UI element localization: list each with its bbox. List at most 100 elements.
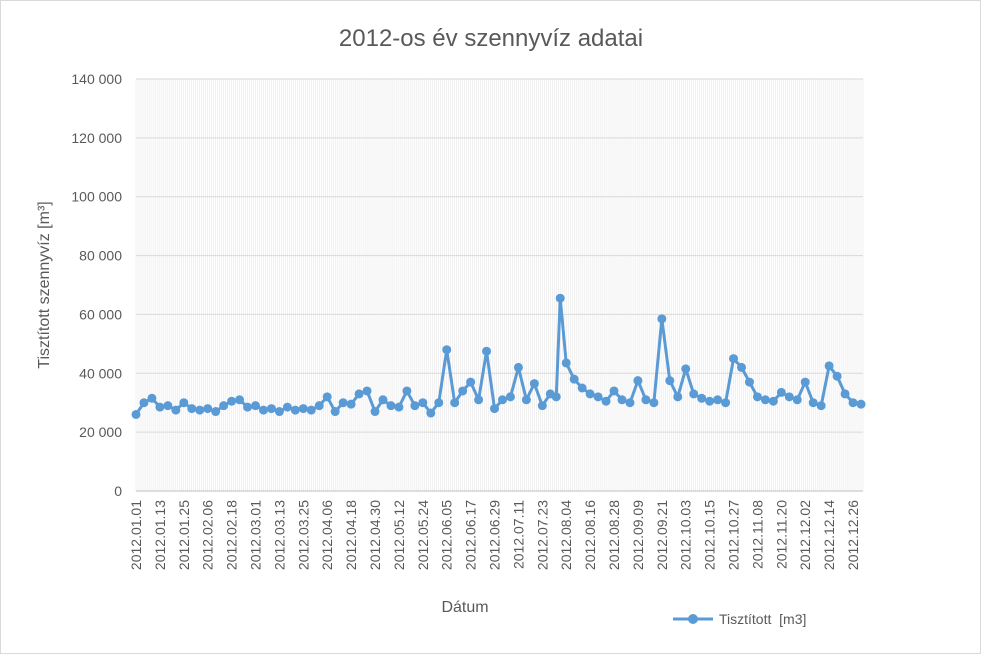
data-point <box>203 404 213 414</box>
x-tick-label: 2012.08.04 <box>558 500 574 570</box>
x-tick-label: 2012.12.26 <box>845 500 861 570</box>
data-point <box>824 361 834 371</box>
data-point <box>848 398 858 408</box>
series-tisztitott <box>131 293 866 419</box>
data-point <box>856 399 866 409</box>
data-point <box>832 371 842 381</box>
data-point <box>243 402 253 412</box>
data-point <box>665 376 675 386</box>
data-point <box>593 392 603 402</box>
data-point <box>601 396 611 406</box>
data-point <box>402 386 412 396</box>
data-point <box>752 392 762 402</box>
x-tick-label: 2012.06.29 <box>487 500 503 570</box>
data-point <box>179 398 189 408</box>
data-point <box>513 362 523 372</box>
data-point <box>721 398 731 408</box>
legend-label: Tisztított [m3] <box>719 611 806 627</box>
x-axis-title: Dátum <box>441 599 488 616</box>
x-tick-label: 2012.01.25 <box>176 500 192 570</box>
x-tick-label: 2012.01.01 <box>128 500 144 570</box>
x-tick-label: 2012.07.11 <box>510 500 526 569</box>
data-point <box>187 404 197 414</box>
x-tick-label: 2012.02.18 <box>224 500 240 570</box>
data-point <box>290 405 300 415</box>
x-tick-label: 2012.08.28 <box>606 500 622 570</box>
data-point <box>744 377 754 387</box>
data-point <box>171 405 181 415</box>
data-point <box>163 401 173 411</box>
y-tick-label: 0 <box>114 483 122 499</box>
data-point <box>840 389 850 399</box>
data-point <box>816 401 826 411</box>
x-tick-label: 2012.12.02 <box>797 500 813 570</box>
x-tick-label: 2012.01.13 <box>152 500 168 570</box>
y-tick-label: 20 000 <box>79 424 122 440</box>
data-point <box>282 402 292 412</box>
data-point <box>681 364 691 374</box>
data-point <box>370 407 380 417</box>
data-point <box>195 405 205 415</box>
data-point <box>322 392 332 402</box>
data-point <box>776 387 786 397</box>
data-point <box>792 395 802 405</box>
data-point <box>768 396 778 406</box>
data-point <box>705 396 715 406</box>
data-point <box>314 401 324 411</box>
y-tick-label: 100 000 <box>71 189 122 205</box>
data-point <box>617 395 627 405</box>
x-tick-label: 2012.11.20 <box>773 500 789 569</box>
data-point <box>410 401 420 411</box>
data-point <box>362 386 372 396</box>
x-tick-label: 2012.06.05 <box>439 500 455 570</box>
data-point <box>298 404 308 414</box>
data-point <box>258 405 268 415</box>
data-point <box>474 395 484 405</box>
x-tick-label: 2012.12.14 <box>821 500 837 570</box>
data-point <box>555 293 565 303</box>
data-point <box>330 407 340 417</box>
data-point <box>466 377 476 387</box>
data-point <box>713 395 723 405</box>
data-point <box>378 395 388 405</box>
data-point <box>147 393 157 403</box>
data-point <box>657 314 667 324</box>
x-tick-label: 2012.04.30 <box>367 500 383 570</box>
data-point <box>641 395 651 405</box>
x-tick-label: 2012.03.01 <box>248 500 264 570</box>
x-tick-label: 2012.04.06 <box>319 500 335 570</box>
data-point <box>505 392 515 402</box>
data-point <box>808 398 818 408</box>
data-point <box>219 401 229 411</box>
data-point <box>497 395 507 405</box>
data-point <box>569 374 579 384</box>
y-axis-tick-labels: 0 20 000 40 000 60 000 80 000 100 000 120 000 1… <box>71 71 122 499</box>
data-point <box>442 345 452 355</box>
data-point <box>649 398 659 408</box>
data-point <box>450 398 460 408</box>
x-tick-label: 2012.02.06 <box>200 500 216 570</box>
x-tick-label: 2012.04.18 <box>343 500 359 570</box>
y-tick-label: 60 000 <box>79 306 122 322</box>
y-tick-label: 40 000 <box>79 365 122 381</box>
x-tick-label: 2012.06.17 <box>463 500 479 570</box>
data-point <box>689 389 699 399</box>
data-point <box>131 409 141 419</box>
data-point <box>577 383 587 393</box>
data-point <box>633 376 643 386</box>
data-point <box>211 407 221 417</box>
y-tick-label: 140 000 <box>71 71 122 87</box>
x-tick-label: 2012.11.08 <box>749 500 765 569</box>
x-tick-label: 2012.10.27 <box>726 500 742 570</box>
data-point <box>737 362 747 372</box>
data-point <box>458 386 468 396</box>
x-tick-label: 2012.07.23 <box>534 500 550 570</box>
data-point <box>386 401 396 411</box>
data-point <box>251 401 261 411</box>
vertical-gridlines <box>135 79 864 491</box>
data-point <box>434 398 444 408</box>
legend-dot-marker <box>688 614 698 624</box>
data-point <box>585 389 595 399</box>
y-tick-label: 80 000 <box>79 248 122 264</box>
data-point <box>729 354 739 364</box>
